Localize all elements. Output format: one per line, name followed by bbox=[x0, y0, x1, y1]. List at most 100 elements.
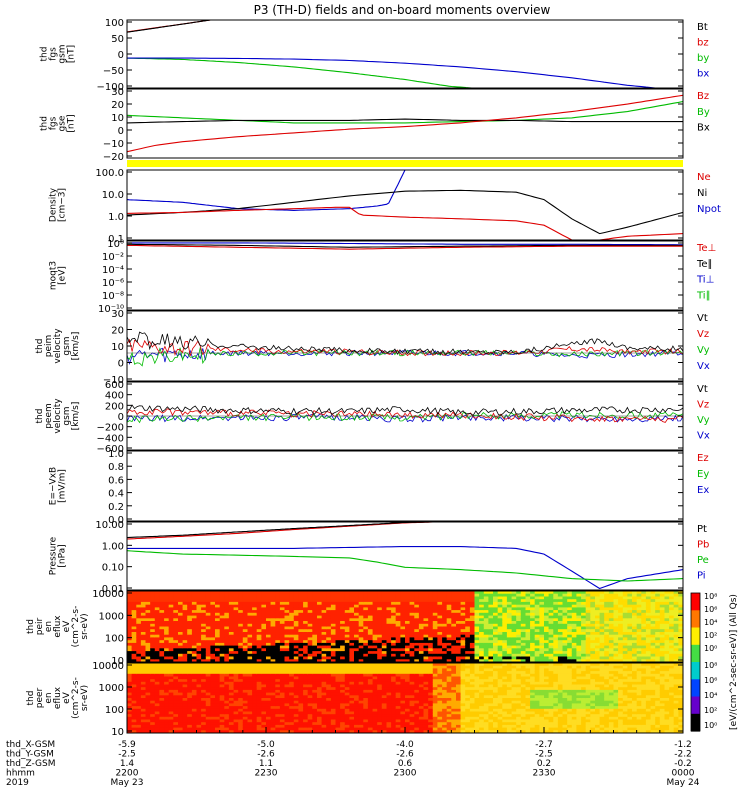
spectrogram-cell bbox=[669, 615, 675, 619]
spectrogram-cell bbox=[400, 593, 406, 597]
spectrogram-cell bbox=[423, 637, 429, 641]
spectrogram-cell bbox=[201, 703, 207, 707]
spectrogram-cell bbox=[256, 676, 262, 680]
spectrogram-cell bbox=[516, 607, 522, 611]
spectrogram-cell bbox=[150, 671, 156, 675]
spectrogram-cell bbox=[613, 653, 619, 658]
spectrogram-cell bbox=[219, 607, 225, 611]
spectrogram-cell bbox=[191, 708, 198, 713]
spectrogram-cell bbox=[145, 730, 151, 733]
spectrogram-cell bbox=[335, 724, 341, 729]
spectrogram-cell bbox=[414, 629, 420, 633]
spectrogram-cell bbox=[173, 596, 179, 600]
spectrogram-cell bbox=[608, 629, 615, 633]
spectrogram-cell bbox=[159, 698, 165, 702]
spectrogram-cell bbox=[335, 648, 341, 652]
spectrogram-cell bbox=[289, 591, 295, 595]
spectrogram-cell bbox=[363, 623, 369, 628]
spectrogram-cell bbox=[182, 645, 188, 649]
spectrogram-cell bbox=[557, 651, 564, 655]
spectrogram-cell bbox=[372, 607, 378, 611]
spectrogram-cell bbox=[354, 626, 360, 630]
spectrogram-cell bbox=[293, 623, 299, 628]
spectrogram-cell bbox=[150, 681, 156, 686]
spectrogram-cell bbox=[645, 634, 652, 638]
spectrogram-cell bbox=[298, 642, 304, 647]
spectrogram-cell bbox=[131, 730, 137, 733]
spectrogram-cell bbox=[645, 610, 652, 614]
spectrogram-cell bbox=[326, 714, 332, 718]
spectrogram-cell bbox=[432, 593, 438, 597]
spectrogram-cell bbox=[140, 648, 147, 652]
spectrogram-cell bbox=[252, 593, 258, 597]
spectrogram-cell bbox=[386, 634, 392, 638]
spectrogram-cell bbox=[409, 629, 415, 633]
spectrogram-cell bbox=[270, 668, 276, 672]
spectrogram-cell bbox=[191, 645, 198, 649]
spectrogram-cell bbox=[293, 615, 299, 619]
spectrogram-cell bbox=[131, 665, 137, 669]
spectrogram-cell bbox=[349, 708, 355, 713]
spectrogram-cell bbox=[164, 724, 170, 729]
spectrogram-cell bbox=[266, 632, 272, 636]
spectrogram-cell bbox=[632, 640, 638, 644]
spectrogram-cell bbox=[307, 671, 313, 675]
spectrogram-cell bbox=[224, 629, 230, 633]
spectrogram-cell bbox=[196, 695, 202, 699]
spectrogram-cell bbox=[261, 668, 267, 672]
spectrogram-cell bbox=[256, 703, 262, 707]
spectrogram-cell bbox=[372, 637, 378, 641]
spectrogram-cell bbox=[645, 632, 652, 636]
spectrogram-cell bbox=[252, 671, 258, 675]
spectrogram-cell bbox=[354, 591, 360, 595]
spectrogram-cell bbox=[534, 626, 540, 630]
spectrogram-cell bbox=[395, 623, 401, 628]
spectrogram-cell bbox=[136, 700, 142, 704]
spectrogram-cell bbox=[279, 698, 286, 702]
spectrogram-cell bbox=[446, 593, 452, 597]
spectrogram-cell bbox=[191, 698, 198, 702]
spectrogram-cell bbox=[298, 716, 304, 721]
spectrogram-cell bbox=[414, 656, 420, 660]
spectrogram-cell bbox=[349, 651, 355, 655]
spectrogram-cell bbox=[386, 706, 392, 710]
spectrogram-cell bbox=[168, 689, 174, 694]
spectrogram-cell bbox=[279, 687, 286, 691]
spectrogram-cell bbox=[641, 607, 647, 611]
spectrogram-cell bbox=[502, 621, 508, 625]
spectrogram-cell bbox=[201, 706, 207, 710]
spectrogram-cell bbox=[567, 593, 573, 597]
spectrogram-cell bbox=[511, 629, 517, 633]
spectrogram-cell bbox=[131, 591, 137, 595]
spectrogram-cell bbox=[627, 642, 633, 647]
spectrogram-cell bbox=[474, 656, 480, 660]
spectrogram-cell bbox=[493, 621, 499, 625]
spectrogram-cell bbox=[608, 651, 615, 655]
spectrogram-cell bbox=[460, 634, 466, 638]
spectrogram-cell bbox=[451, 601, 457, 606]
spectrogram-cell bbox=[127, 695, 133, 699]
spectrogram-cell bbox=[140, 596, 147, 600]
spectrogram-cell bbox=[627, 593, 633, 597]
spectrogram-cell bbox=[400, 651, 406, 655]
spectrogram-cell bbox=[330, 615, 337, 619]
spectrogram-cell bbox=[562, 621, 568, 625]
spectrogram-cell bbox=[127, 599, 133, 603]
spectrogram-cell bbox=[173, 676, 179, 680]
spectrogram-cell bbox=[196, 659, 202, 662]
spectrogram-cell bbox=[173, 730, 179, 733]
spectrogram-cell bbox=[669, 637, 675, 641]
spectrogram-cell bbox=[187, 629, 193, 633]
spectrogram-cell bbox=[191, 730, 198, 733]
spectrogram-cell bbox=[159, 695, 165, 699]
spectrogram-cell bbox=[289, 626, 295, 630]
spectrogram-cell bbox=[210, 692, 216, 696]
spectrogram-cell bbox=[530, 623, 536, 628]
spectrogram-cell bbox=[581, 621, 587, 625]
spectrogram-cell bbox=[191, 591, 198, 595]
spectrogram-cell bbox=[483, 632, 489, 636]
spectrogram-cell bbox=[303, 593, 309, 597]
spectrogram-cell bbox=[136, 648, 142, 652]
spectrogram-cell bbox=[145, 708, 151, 713]
spectrogram-cell bbox=[191, 665, 198, 669]
